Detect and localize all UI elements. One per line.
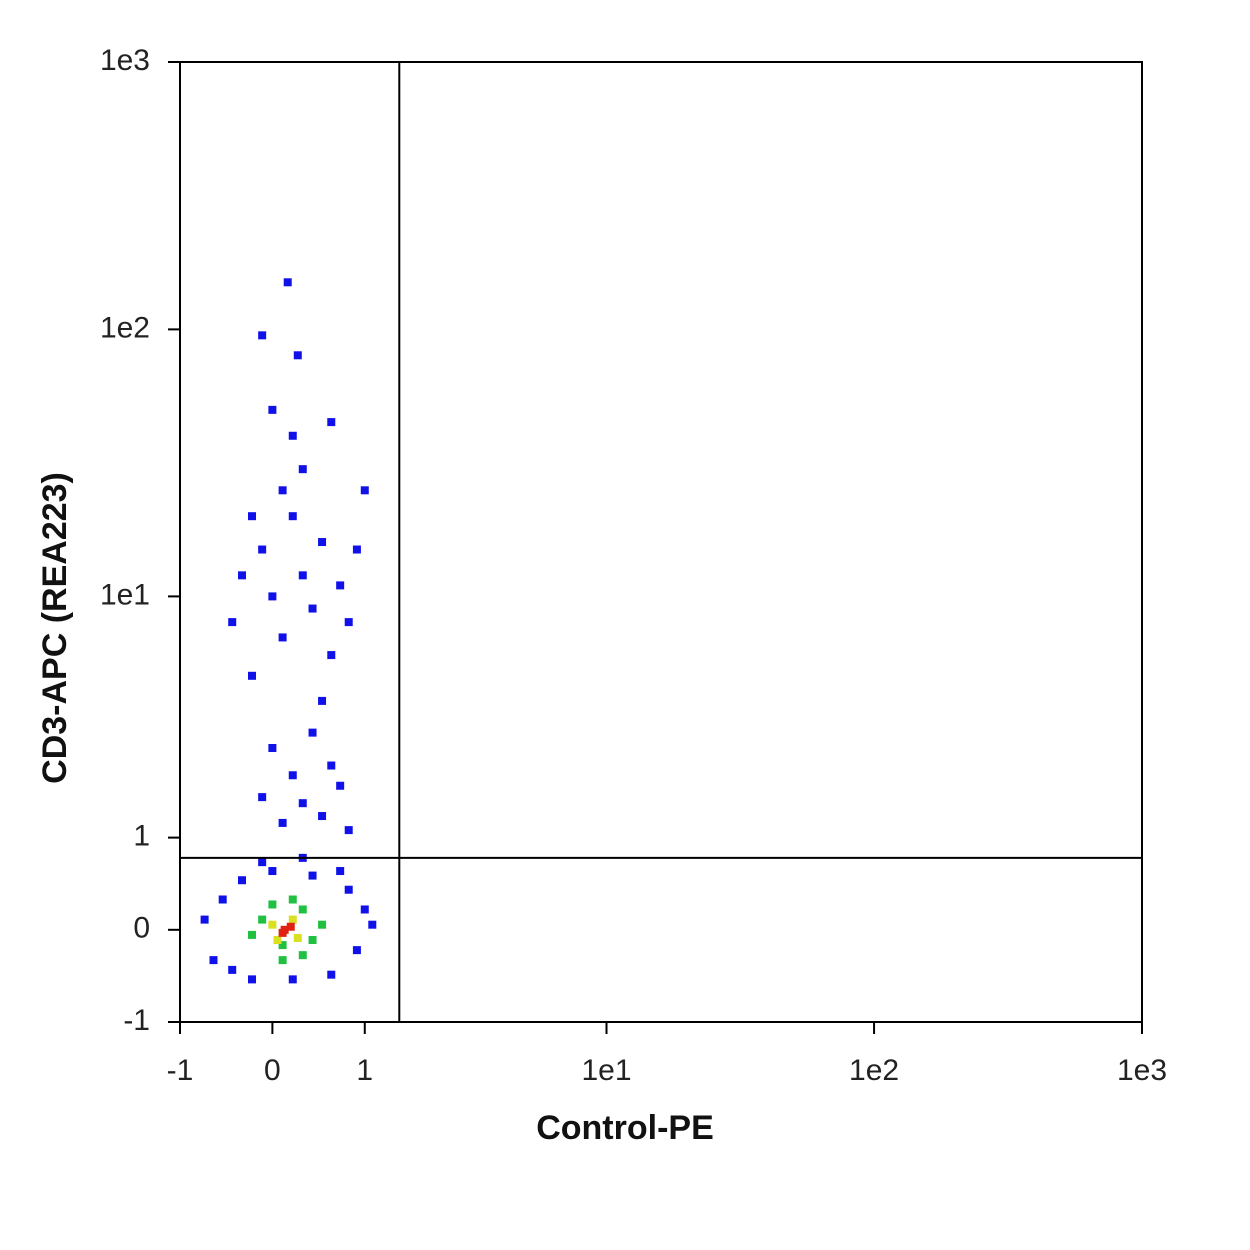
event-dot bbox=[273, 936, 282, 945]
event-dot bbox=[327, 418, 336, 427]
event-dot bbox=[336, 867, 345, 876]
event-dot bbox=[200, 915, 209, 924]
event-dot bbox=[278, 956, 287, 965]
y-tick-label: 1 bbox=[133, 820, 150, 853]
event-dot bbox=[268, 744, 277, 753]
event-dot bbox=[288, 895, 297, 904]
event-dot bbox=[368, 920, 377, 929]
event-dot bbox=[352, 545, 361, 554]
y-tick-label: 1e3 bbox=[100, 44, 150, 77]
event-dot bbox=[298, 571, 307, 580]
event-dot bbox=[278, 928, 287, 937]
event-dot bbox=[288, 915, 297, 924]
y-tick-label: -1 bbox=[123, 1004, 150, 1037]
event-dot bbox=[248, 512, 257, 521]
event-dot bbox=[248, 930, 257, 939]
event-dot bbox=[327, 970, 336, 979]
x-tick-label: 0 bbox=[264, 1054, 281, 1087]
event-dot bbox=[318, 538, 327, 547]
event-dot bbox=[318, 812, 327, 821]
event-dot bbox=[318, 696, 327, 705]
event-dot bbox=[298, 465, 307, 474]
event-dot bbox=[278, 941, 287, 950]
event-dot bbox=[278, 818, 287, 827]
event-dot bbox=[268, 867, 277, 876]
x-tick-label: 1 bbox=[356, 1054, 373, 1087]
event-dot bbox=[238, 571, 247, 580]
event-dot bbox=[288, 771, 297, 780]
event-dot bbox=[258, 331, 267, 340]
event-dot bbox=[298, 905, 307, 914]
event-dot bbox=[288, 975, 297, 984]
event-dot bbox=[344, 885, 353, 894]
event-dot bbox=[268, 405, 277, 414]
event-dot bbox=[308, 871, 317, 880]
x-axis-title: Control-PE bbox=[536, 1109, 714, 1147]
x-tick-label: 1e2 bbox=[849, 1054, 899, 1087]
event-dot bbox=[228, 618, 237, 627]
event-dot bbox=[344, 618, 353, 627]
event-dot bbox=[360, 905, 369, 914]
event-dot bbox=[248, 975, 257, 984]
y-tick-label: 1e1 bbox=[100, 578, 150, 611]
event-dot bbox=[268, 920, 277, 929]
event-dot bbox=[286, 922, 295, 931]
event-dot bbox=[352, 946, 361, 955]
event-dot bbox=[248, 671, 257, 680]
x-tick-label: -1 bbox=[167, 1054, 194, 1087]
event-dot bbox=[327, 761, 336, 770]
event-dot bbox=[258, 858, 267, 867]
event-dot bbox=[278, 486, 287, 495]
event-dot bbox=[327, 651, 336, 660]
event-dot bbox=[360, 486, 369, 495]
y-tick-label: 1e2 bbox=[100, 311, 150, 344]
event-dot bbox=[238, 876, 247, 885]
event-dot bbox=[344, 826, 353, 835]
x-tick-label: 1e3 bbox=[1117, 1054, 1167, 1087]
y-axis-title: CD3-APC (REA223) bbox=[36, 472, 74, 784]
event-dot bbox=[218, 895, 227, 904]
event-dot bbox=[308, 728, 317, 737]
event-dot bbox=[298, 951, 307, 960]
event-dot bbox=[258, 915, 267, 924]
event-dot bbox=[318, 920, 327, 929]
event-dot bbox=[288, 512, 297, 521]
x-tick-label: 1e1 bbox=[581, 1054, 631, 1087]
event-dot bbox=[308, 936, 317, 945]
event-dot bbox=[268, 900, 277, 909]
event-dot bbox=[298, 799, 307, 808]
plot-frame bbox=[179, 61, 1143, 1023]
event-dot bbox=[268, 592, 277, 601]
event-dot bbox=[228, 965, 237, 974]
event-dot bbox=[209, 956, 218, 965]
y-tick-label: 0 bbox=[133, 912, 150, 945]
event-dot bbox=[308, 604, 317, 613]
event-dot bbox=[293, 351, 302, 360]
event-dot bbox=[258, 545, 267, 554]
event-dot bbox=[288, 431, 297, 440]
event-dot bbox=[278, 633, 287, 642]
event-dot bbox=[258, 793, 267, 802]
event-dot bbox=[293, 933, 302, 942]
event-dot bbox=[283, 278, 292, 287]
event-dot bbox=[336, 781, 345, 790]
event-dot bbox=[336, 581, 345, 590]
